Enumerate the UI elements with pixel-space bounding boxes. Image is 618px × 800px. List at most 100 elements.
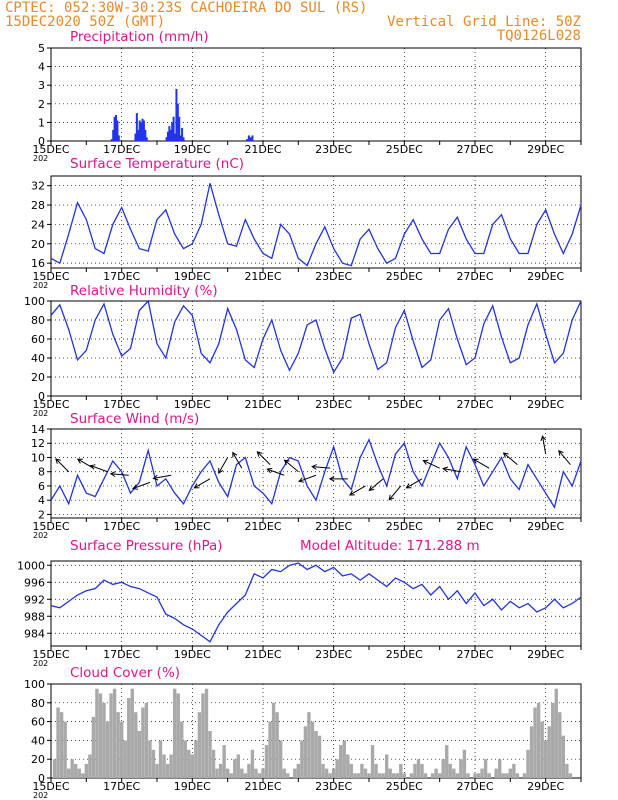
wind-arrow	[406, 478, 423, 489]
cloud-bar	[420, 763, 424, 778]
cloud-bar	[293, 768, 297, 778]
cloud-bar	[116, 712, 120, 778]
precip-bar	[145, 137, 148, 141]
wind-arrow-head	[55, 458, 61, 464]
cloud-bar	[74, 763, 78, 778]
x-year-label: 202	[33, 281, 48, 290]
wind-arrow-head	[328, 476, 335, 482]
cloud-bar	[568, 773, 573, 778]
panel-annotation: Model Altitude: 171.288 m	[300, 538, 480, 554]
cloud-bar	[134, 712, 138, 778]
y-tick-label: 0	[38, 390, 45, 403]
cloud-bar	[112, 688, 117, 778]
x-tick-label: 15DEC	[32, 143, 69, 156]
cloud-bar	[515, 773, 520, 778]
cloud-bar	[448, 763, 452, 778]
precip-bar	[166, 131, 169, 141]
cloud-bar	[346, 754, 350, 778]
x-tick-label: 25DEC	[386, 780, 423, 793]
y-tick-label: 60	[31, 716, 45, 729]
cloud-bar	[250, 749, 255, 778]
precip-bar	[135, 113, 138, 141]
x-tick-label: 29DEC	[527, 270, 564, 283]
cloud-bar	[459, 759, 463, 778]
wind-arrow	[218, 457, 229, 474]
cloud-bar	[551, 702, 555, 778]
wind-arrow	[132, 481, 151, 490]
precip-bar	[247, 135, 250, 141]
x-tick-label: 27DEC	[456, 143, 493, 156]
precip-bar	[113, 116, 116, 141]
x-year-label: 202	[33, 791, 48, 800]
x-tick-label: 23DEC	[315, 398, 352, 411]
cloud-bar	[349, 763, 354, 778]
y-tick-label: 60	[31, 333, 45, 346]
wind-arrow	[443, 468, 461, 473]
cloud-bar	[480, 768, 484, 778]
x-tick-label: 19DEC	[174, 270, 211, 283]
wind-arrow-head	[266, 467, 273, 474]
wind-arrow	[77, 458, 94, 469]
cloud-bar	[286, 773, 290, 778]
cloud-bar	[109, 693, 113, 778]
y-tick-label: 24	[31, 218, 45, 231]
cloud-bar	[56, 707, 60, 778]
cloud-bar	[123, 740, 127, 778]
cloud-bar	[70, 759, 74, 778]
cloud-bar	[487, 773, 491, 778]
cloud-bar	[264, 745, 269, 778]
wind-arrow	[194, 478, 211, 489]
x-tick-label: 21DEC	[244, 143, 281, 156]
cloud-bar	[445, 745, 449, 778]
cloud-bar	[102, 702, 106, 778]
x-tick-label: 23DEC	[315, 520, 352, 533]
x-tick-label: 21DEC	[244, 398, 281, 411]
wind-arrow-head	[193, 483, 200, 489]
panel-frame	[50, 300, 582, 397]
y-tick-label: 3	[38, 79, 45, 92]
cloud-bar	[233, 759, 237, 778]
x-tick-label: 25DEC	[386, 398, 423, 411]
cloud-bar	[430, 773, 435, 778]
cloud-bar	[155, 763, 159, 778]
cloud-bar	[526, 749, 530, 778]
cloud-bar	[335, 759, 339, 778]
pressure-series-line	[50, 562, 582, 643]
cloud-bar	[158, 740, 163, 778]
cloud-bar	[324, 768, 329, 778]
y-tick-label: 10	[31, 451, 45, 464]
wind-arrow	[232, 452, 243, 469]
panel-temp: Surface Temperature (nC) 15DEC 17DEC 19DEC 2…	[31, 156, 582, 290]
cloud-bar	[310, 721, 315, 778]
wind-arrow	[267, 468, 285, 476]
y-tick-label: 32	[31, 180, 45, 193]
y-tick-label: 100	[24, 295, 45, 308]
panel-cloud: Cloud Cover (%) 15DEC 17DEC 19DEC 21DEC 23DEC…	[24, 665, 582, 800]
x-tick-label: 21DEC	[244, 780, 281, 793]
y-tick-label: 20	[31, 371, 45, 384]
cloud-bar	[540, 721, 544, 778]
wind-arrow-head	[132, 484, 139, 490]
temp-series-line	[50, 183, 582, 267]
cloud-bar	[236, 754, 240, 778]
wind-arrow	[388, 485, 402, 501]
cloud-bar	[547, 726, 551, 778]
wind-arrow	[349, 485, 366, 496]
x-tick-label: 15DEC	[32, 398, 69, 411]
cloud-bar	[483, 759, 488, 778]
panel-title: Cloud Cover (%)	[70, 665, 180, 681]
wind-arrow-head	[89, 464, 96, 470]
precip-bar	[144, 129, 147, 141]
cloud-bar	[339, 745, 343, 778]
cloud-bar	[77, 768, 81, 778]
precip-bar	[165, 137, 168, 141]
y-tick-label: 992	[24, 593, 45, 606]
precip-bar	[169, 129, 172, 141]
x-tick-label: 27DEC	[456, 270, 493, 283]
x-tick-label: 23DEC	[315, 143, 352, 156]
y-tick-label: 16	[31, 257, 45, 270]
cloud-bar	[508, 768, 513, 778]
cloud-bar	[169, 754, 173, 778]
cloud-bar	[423, 773, 428, 778]
panel-title: Precipitation (mm/h)	[70, 29, 209, 45]
